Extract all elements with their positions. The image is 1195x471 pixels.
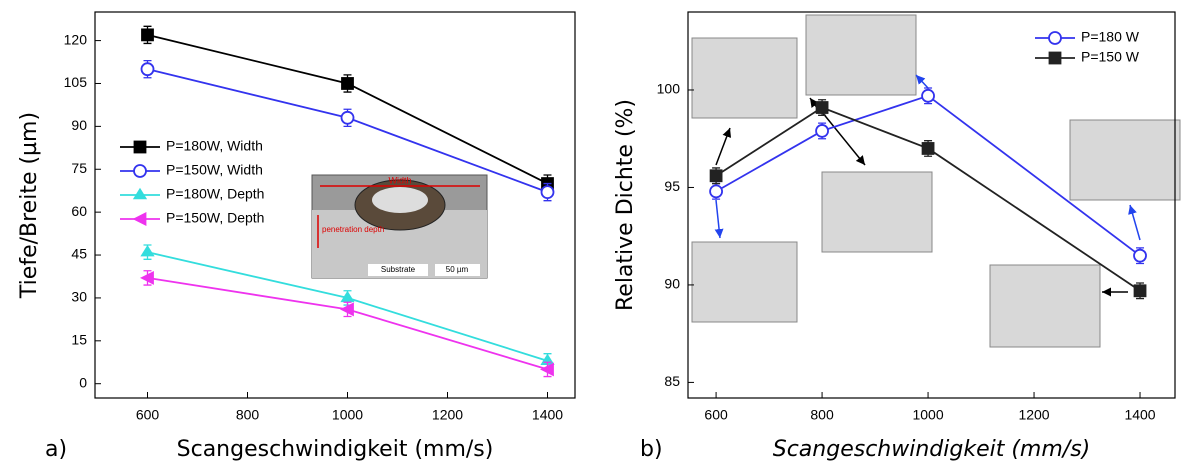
legend-marker bbox=[133, 140, 147, 154]
micrographs bbox=[691, 14, 1181, 348]
data-point bbox=[540, 185, 555, 200]
x-tick-label: 1000 bbox=[912, 407, 943, 423]
y-tick-label: 75 bbox=[71, 160, 87, 176]
data-point bbox=[341, 77, 354, 90]
legend-label: P=180W, Depth bbox=[166, 186, 264, 202]
legend-label: P=150W, Depth bbox=[166, 210, 264, 226]
data-point bbox=[539, 362, 554, 377]
y-tick-label: 90 bbox=[71, 117, 87, 133]
data-point bbox=[815, 124, 829, 138]
y-tick-label: 15 bbox=[71, 332, 87, 348]
series-line bbox=[715, 94, 1141, 257]
data-point bbox=[339, 302, 354, 317]
y-tick-label: 85 bbox=[664, 373, 680, 389]
y-tick-label: 95 bbox=[664, 178, 680, 194]
chart-panel: 600 800 1000 1200 1400 0 15 30 45 60 75 90 105 120 Sca… bbox=[17, 11, 576, 462]
plot-frame bbox=[687, 11, 1176, 399]
data-point bbox=[921, 142, 935, 155]
y-tick-label: 105 bbox=[64, 74, 88, 90]
y-axis-label: Relative Dichte (%) bbox=[613, 99, 638, 311]
y-tick-label: 100 bbox=[657, 81, 681, 97]
y-tick-label: 120 bbox=[64, 31, 88, 47]
panel-label: a) bbox=[45, 437, 67, 462]
x-tick-label: 600 bbox=[136, 407, 160, 423]
x-tick-label: 800 bbox=[810, 407, 834, 423]
legend-marker bbox=[1048, 51, 1062, 65]
panel-label: b) bbox=[640, 437, 663, 462]
data-point bbox=[140, 244, 155, 257]
x-tick-label: 600 bbox=[704, 407, 728, 423]
y-tick-label: 45 bbox=[71, 246, 87, 262]
data-point bbox=[139, 270, 154, 285]
legend-label: P=150W, Width bbox=[166, 162, 263, 178]
inset-label: Substrate bbox=[381, 265, 416, 274]
series-line bbox=[715, 106, 1141, 292]
inset-photo: Width penetration depth Substrate 50 µm bbox=[311, 174, 488, 279]
inset-label: Width bbox=[388, 175, 411, 185]
x-axis-label: Scangeschwindigkeit (mm/s) bbox=[773, 437, 1091, 462]
x-tick-label: 1200 bbox=[1018, 407, 1049, 423]
data-point bbox=[815, 101, 829, 114]
x-axis-label: Scangeschwindigkeit (mm/s) bbox=[177, 437, 494, 462]
y-tick-label: 60 bbox=[71, 203, 87, 219]
legend-label: P=180W, Width bbox=[166, 138, 263, 154]
legend-marker bbox=[1048, 31, 1062, 45]
legend-label: P=150 W bbox=[1081, 49, 1140, 65]
data-point bbox=[1133, 284, 1147, 298]
legend-marker bbox=[133, 164, 147, 178]
x-tick-label: 1400 bbox=[1124, 407, 1155, 423]
chart-panel: 600 800 1000 1200 1400 85 90 95 100 Scangeschwind… bbox=[613, 11, 1176, 462]
data-point bbox=[340, 290, 355, 303]
x-tick-label: 1400 bbox=[532, 407, 563, 423]
data-point bbox=[921, 88, 935, 103]
x-tick-label: 1000 bbox=[332, 407, 363, 423]
y-tick-label: 30 bbox=[71, 289, 87, 305]
legend-marker bbox=[132, 212, 147, 226]
plot-frame bbox=[94, 11, 576, 399]
legend-marker bbox=[132, 187, 148, 200]
x-tick-label: 800 bbox=[236, 407, 260, 423]
x-tick-label: 1200 bbox=[432, 407, 463, 423]
data-point bbox=[709, 169, 723, 183]
legend-label: P=180 W bbox=[1081, 29, 1140, 45]
y-axis-label: Tiefe/Breite (µm) bbox=[17, 112, 42, 299]
inset-label: penetration depth bbox=[322, 225, 384, 234]
data-point bbox=[140, 62, 155, 77]
data-point bbox=[340, 110, 355, 125]
y-tick-label: 0 bbox=[79, 374, 87, 390]
data-point bbox=[141, 28, 154, 42]
data-point bbox=[1133, 248, 1147, 263]
inset-label: 50 µm bbox=[446, 265, 469, 274]
y-tick-label: 90 bbox=[664, 276, 680, 292]
data-point bbox=[709, 184, 723, 199]
